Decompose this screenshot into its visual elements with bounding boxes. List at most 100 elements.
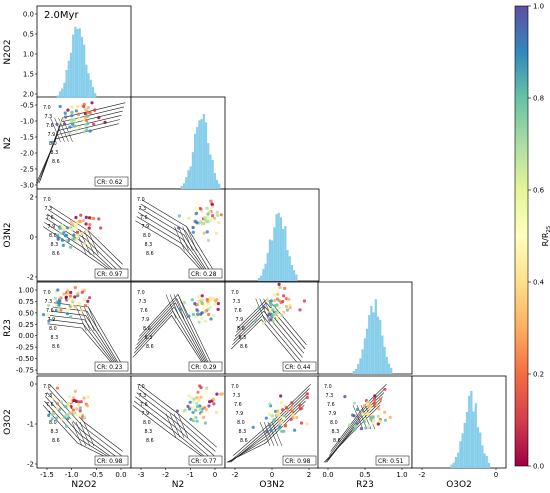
scatter-point — [284, 297, 288, 301]
metallicity-label: 7.3 — [139, 299, 147, 305]
scatter-point — [284, 304, 289, 309]
metallicity-label: 8.6 — [146, 344, 154, 350]
model-grid-line — [36, 123, 119, 184]
model-grid-crossline — [88, 230, 99, 255]
cr-label: CR: 0.51 — [378, 458, 404, 465]
metallicity-label: 8.3 — [51, 242, 59, 248]
scatter-point — [376, 414, 380, 418]
model-grid-crossline — [169, 413, 181, 438]
model-grid-crossline — [352, 405, 364, 430]
metallicity-label: 8.0 — [49, 141, 57, 147]
scatter-point — [55, 407, 59, 411]
cr-box — [188, 268, 223, 279]
scatter-point — [207, 404, 211, 408]
scatter-point — [82, 104, 86, 109]
scatter-point — [58, 120, 62, 124]
metallicity-label: 8.3 — [145, 429, 153, 435]
scatter-point — [269, 429, 273, 433]
metallicity-label: 7.9 — [236, 411, 244, 417]
scatter-point — [75, 238, 79, 242]
metallicity-label: 8.0 — [143, 233, 151, 239]
scatter-point — [211, 314, 216, 318]
scatter-point — [56, 288, 60, 292]
scatter-point — [78, 125, 82, 129]
histogram-bar — [213, 173, 216, 189]
y-tick-label: -0.5 — [20, 102, 34, 110]
scatter-point — [87, 226, 91, 230]
scatter-point — [195, 221, 199, 225]
x-tick-label: -1.5 — [40, 471, 54, 479]
metallicity-label: 7.0 — [43, 197, 51, 203]
scatter-point — [202, 306, 206, 310]
scatter-point — [209, 317, 213, 321]
scatter-point — [66, 417, 70, 421]
scatter-point — [288, 306, 292, 310]
scatter-point — [192, 417, 196, 421]
histogram-bar — [56, 95, 59, 98]
scatter-point — [187, 314, 191, 318]
scatter-point — [215, 210, 219, 214]
scatter-point — [271, 409, 275, 413]
histogram-bar — [257, 278, 261, 281]
scatter-point — [272, 418, 276, 422]
cr-box — [282, 455, 317, 466]
scatter-point — [60, 417, 64, 421]
histogram-bar — [454, 456, 458, 468]
scatter-point — [83, 303, 87, 308]
scatter-point — [264, 416, 268, 420]
scatter-point — [63, 415, 67, 419]
histogram-bar — [459, 441, 462, 468]
scatter-point — [372, 419, 376, 423]
scatter-point — [191, 230, 195, 234]
histogram-bar — [264, 263, 267, 281]
scatter-point — [47, 413, 51, 417]
y-tick-label: 1.00 — [18, 287, 34, 295]
y-tick-label: -2.5 — [20, 166, 34, 174]
scatter-point — [97, 116, 101, 120]
scatter-point — [73, 295, 77, 299]
panel-content-o3o2-o3n2: 7.0 7.3 7.6 7.9 8.0 8.3 8.6 CR: 0.98 — [226, 383, 317, 466]
metallicity-label: 7.0 — [324, 384, 332, 390]
scatter-point — [70, 114, 74, 118]
y-tick-label: 1.5 — [23, 71, 34, 79]
histogram-bar — [363, 338, 366, 374]
model-grid-crossline — [83, 421, 95, 447]
y-tick-label: -0.50 — [16, 355, 34, 363]
histogram-bar — [485, 455, 488, 468]
metallicity-label: 7.3 — [45, 114, 53, 120]
scatter-point — [65, 238, 69, 242]
model-grid-line — [233, 310, 303, 358]
histogram-bar — [87, 73, 90, 98]
scatter-point — [210, 205, 215, 209]
metallicity-label: 7.0 — [137, 290, 145, 296]
scatter-point — [347, 423, 351, 427]
scatter-point — [195, 208, 200, 212]
metallicity-label: 8.3 — [239, 335, 247, 341]
scatter-point — [298, 403, 302, 407]
metallicity-label: 8.3 — [145, 242, 153, 248]
cr-box — [188, 455, 223, 466]
x-tick-label: 0 — [270, 471, 274, 479]
scatter-point — [290, 409, 294, 413]
scatter-point — [74, 109, 78, 113]
metallicity-label: 7.6 — [46, 215, 54, 221]
scatter-point — [219, 213, 223, 217]
colorbar-tick-label: 0.6 — [533, 187, 545, 195]
scatter-point — [276, 292, 280, 296]
histogram-bar — [89, 79, 92, 98]
histogram-bar — [476, 427, 480, 468]
metallicity-label: 8.6 — [52, 344, 60, 350]
scatter-point — [214, 410, 219, 415]
metallicity-label: 7.3 — [326, 393, 334, 399]
scatter-point — [70, 110, 74, 114]
x-axis-n2o2: -1.5 -1.0 -0.5 0.0 N2O2 — [40, 468, 127, 490]
scatter-point — [79, 213, 83, 217]
scatter-point — [206, 215, 210, 219]
scatter-point — [56, 301, 60, 305]
scatter-point — [86, 121, 90, 125]
histogram-bar — [67, 60, 70, 98]
model-grid-crossline — [259, 298, 270, 323]
scatter-point — [186, 404, 190, 408]
y-tick-label: -1.0 — [20, 118, 34, 126]
model-grid-crossline — [259, 421, 271, 447]
